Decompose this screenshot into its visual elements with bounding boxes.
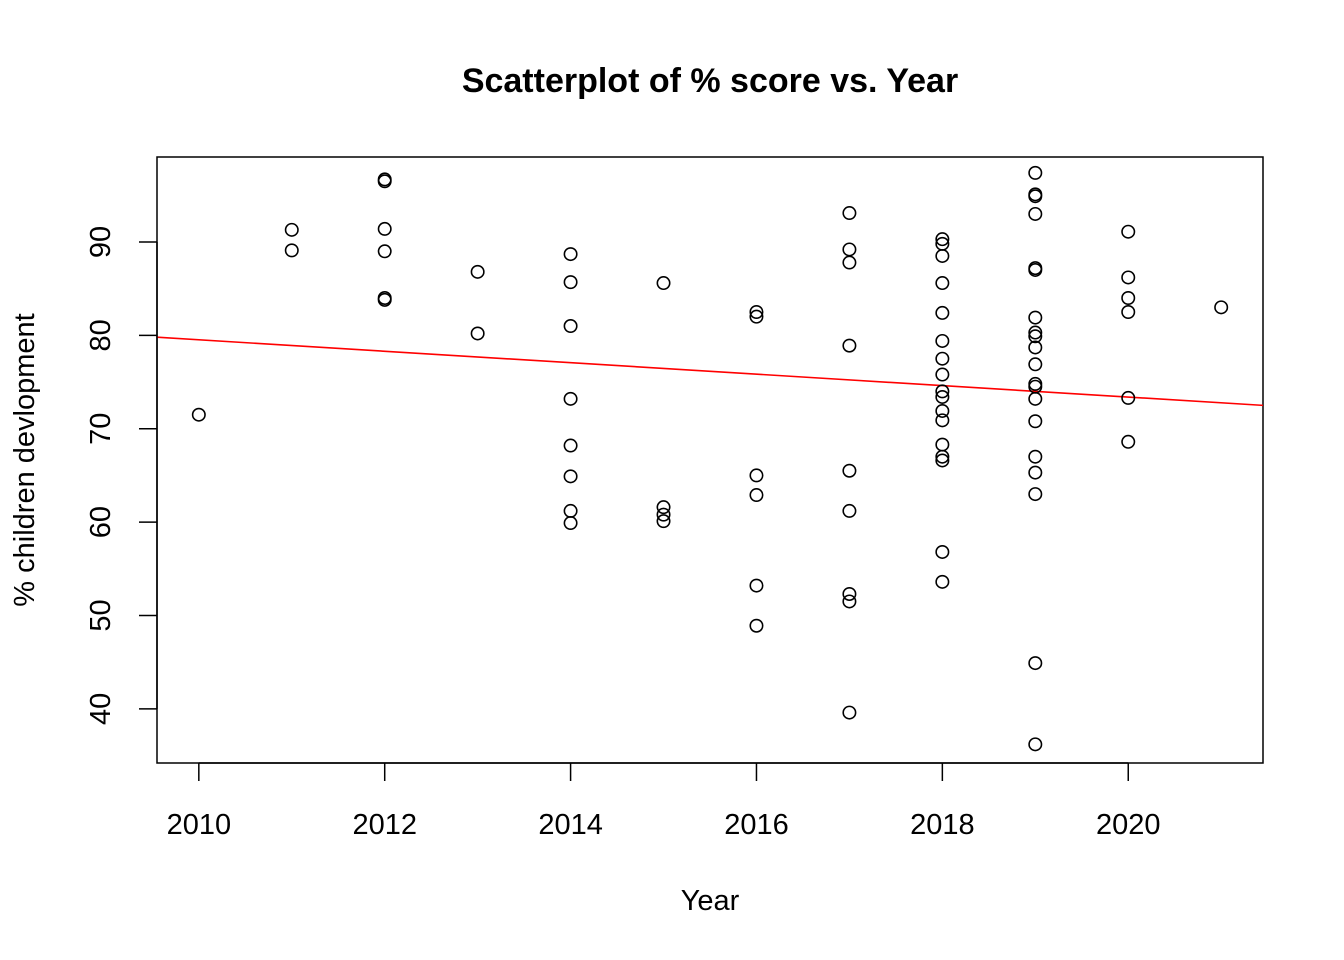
points-layer <box>191 165 1229 752</box>
x-tick-label: 2014 <box>538 809 603 841</box>
data-point <box>935 367 950 382</box>
data-point <box>935 232 950 247</box>
data-point <box>1028 329 1043 344</box>
data-point <box>563 469 578 484</box>
fit-line-layer <box>156 336 1264 407</box>
data-point <box>1121 270 1136 285</box>
x-tick-label: 2010 <box>167 809 232 841</box>
data-point <box>1121 224 1136 239</box>
data-point <box>842 242 857 257</box>
x-axis: 2010 2012 2014 2016 2018 2020 <box>167 762 1161 841</box>
data-point <box>935 544 950 559</box>
y-tick-label: 40 <box>85 693 117 725</box>
data-point <box>842 503 857 518</box>
data-point <box>1121 390 1136 405</box>
data-point <box>470 264 485 279</box>
data-point <box>563 247 578 262</box>
y-axis-label: % children devlopment <box>9 313 41 606</box>
data-point <box>563 503 578 518</box>
data-point <box>1028 165 1043 180</box>
data-point <box>656 507 671 522</box>
data-point <box>935 449 950 464</box>
data-point <box>284 243 299 258</box>
data-point <box>191 407 206 422</box>
data-point <box>1028 376 1043 391</box>
data-point <box>377 244 392 259</box>
data-point <box>749 578 764 593</box>
data-point <box>1028 487 1043 502</box>
data-point <box>935 305 950 320</box>
data-point <box>1028 465 1043 480</box>
data-point <box>935 276 950 291</box>
data-point <box>842 463 857 478</box>
data-point <box>842 206 857 221</box>
data-point <box>935 333 950 348</box>
y-tick-label: 70 <box>85 413 117 445</box>
data-point <box>1028 325 1043 340</box>
data-point <box>935 403 950 418</box>
data-point <box>749 468 764 483</box>
data-point <box>1028 656 1043 671</box>
data-point <box>749 488 764 503</box>
x-tick-label: 2012 <box>352 809 417 841</box>
data-point <box>1121 434 1136 449</box>
data-point <box>1028 414 1043 429</box>
data-point <box>749 618 764 633</box>
data-point <box>563 516 578 531</box>
data-point <box>935 413 950 428</box>
data-point <box>284 222 299 237</box>
data-point <box>563 391 578 406</box>
data-point <box>656 276 671 291</box>
data-point <box>842 338 857 353</box>
data-point <box>1028 262 1043 277</box>
data-point <box>563 438 578 453</box>
data-point <box>1028 310 1043 325</box>
y-tick-label: 60 <box>85 506 117 538</box>
data-point <box>935 384 950 399</box>
x-tick-label: 2018 <box>910 809 975 841</box>
data-point <box>1028 391 1043 406</box>
data-point <box>1121 305 1136 320</box>
x-axis-label: Year <box>681 885 740 917</box>
data-point <box>935 574 950 589</box>
data-point <box>377 292 392 307</box>
data-point <box>1028 340 1043 355</box>
data-point <box>1121 290 1136 305</box>
data-point <box>563 275 578 290</box>
y-tick-label: 90 <box>85 226 117 258</box>
plot-frame <box>156 156 1264 764</box>
data-point <box>656 514 671 529</box>
data-point <box>470 326 485 341</box>
data-point <box>377 221 392 236</box>
data-point <box>749 309 764 324</box>
data-point <box>377 174 392 189</box>
chart-title: Scatterplot of % score vs. Year <box>462 62 958 100</box>
x-tick-label: 2016 <box>724 809 789 841</box>
data-point <box>656 500 671 515</box>
data-point <box>1028 737 1043 752</box>
x-tick-label: 2020 <box>1096 809 1161 841</box>
data-point <box>1028 206 1043 221</box>
data-point <box>935 389 950 404</box>
data-point <box>1028 357 1043 372</box>
data-point <box>842 586 857 601</box>
data-point <box>749 305 764 320</box>
y-tick-label: 50 <box>85 599 117 631</box>
data-point <box>1028 189 1043 204</box>
data-point <box>935 437 950 452</box>
data-point <box>563 319 578 334</box>
data-point <box>842 594 857 609</box>
data-point <box>935 453 950 468</box>
data-point <box>842 705 857 720</box>
data-point <box>1214 300 1229 315</box>
data-point <box>842 255 857 270</box>
data-point <box>935 351 950 366</box>
y-tick-label: 80 <box>85 319 117 351</box>
data-point <box>1028 449 1043 464</box>
y-axis: 40 50 60 70 80 90 <box>85 226 158 725</box>
data-point <box>935 248 950 263</box>
regression-line <box>156 336 1264 407</box>
